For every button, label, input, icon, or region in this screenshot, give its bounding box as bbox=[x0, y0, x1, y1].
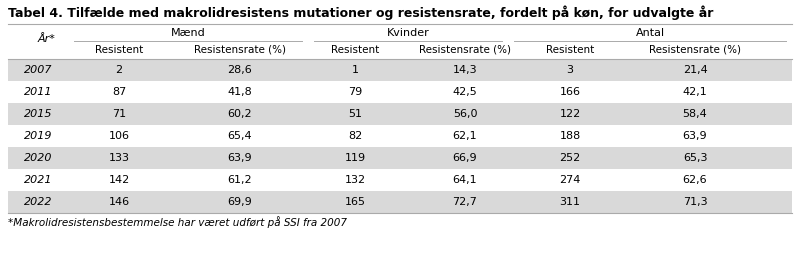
Text: 61,2: 61,2 bbox=[228, 175, 252, 185]
Text: 71: 71 bbox=[112, 109, 126, 119]
Text: 132: 132 bbox=[345, 175, 366, 185]
Text: 2: 2 bbox=[115, 65, 122, 75]
Text: 63,9: 63,9 bbox=[682, 131, 707, 141]
Text: *Makrolidresistensbestemmelse har været udført på SSI fra 2007: *Makrolidresistensbestemmelse har været … bbox=[8, 216, 347, 228]
Text: Resistent: Resistent bbox=[331, 45, 379, 55]
Text: 2022: 2022 bbox=[24, 197, 52, 207]
Text: Antal: Antal bbox=[635, 29, 665, 39]
Text: 2021: 2021 bbox=[24, 175, 52, 185]
Bar bbox=[8, 147, 792, 169]
Text: 63,9: 63,9 bbox=[228, 153, 252, 163]
Text: Tabel 4. Tilfælde med makrolidresistens mutationer og resistensrate, fordelt på : Tabel 4. Tilfælde med makrolidresistens … bbox=[8, 5, 714, 20]
Text: 82: 82 bbox=[348, 131, 362, 141]
Text: 79: 79 bbox=[348, 87, 362, 97]
Text: Resistent: Resistent bbox=[95, 45, 143, 55]
Text: 56,0: 56,0 bbox=[453, 109, 478, 119]
Text: Resistent: Resistent bbox=[546, 45, 594, 55]
Text: 142: 142 bbox=[108, 175, 130, 185]
Bar bbox=[8, 59, 792, 81]
Text: 87: 87 bbox=[112, 87, 126, 97]
Text: 42,1: 42,1 bbox=[682, 87, 707, 97]
Text: Mænd: Mænd bbox=[170, 29, 206, 39]
Bar bbox=[8, 125, 792, 147]
Text: 188: 188 bbox=[559, 131, 581, 141]
Text: 165: 165 bbox=[345, 197, 366, 207]
Text: 2019: 2019 bbox=[24, 131, 52, 141]
Text: 2015: 2015 bbox=[24, 109, 52, 119]
Text: Kvinder: Kvinder bbox=[386, 29, 430, 39]
Text: 66,9: 66,9 bbox=[453, 153, 478, 163]
Text: 41,8: 41,8 bbox=[228, 87, 252, 97]
Text: 2020: 2020 bbox=[24, 153, 52, 163]
Text: 72,7: 72,7 bbox=[453, 197, 478, 207]
Text: 1: 1 bbox=[351, 65, 358, 75]
Text: 274: 274 bbox=[559, 175, 581, 185]
Text: 21,4: 21,4 bbox=[682, 65, 707, 75]
Text: 28,6: 28,6 bbox=[228, 65, 252, 75]
Text: 122: 122 bbox=[559, 109, 581, 119]
Text: 3: 3 bbox=[566, 65, 574, 75]
Text: År*: År* bbox=[38, 35, 56, 45]
Text: Resistensrate (%): Resistensrate (%) bbox=[419, 45, 511, 55]
Text: 311: 311 bbox=[559, 197, 581, 207]
Text: 133: 133 bbox=[109, 153, 130, 163]
Text: Resistensrate (%): Resistensrate (%) bbox=[194, 45, 286, 55]
Text: 69,9: 69,9 bbox=[228, 197, 252, 207]
Text: 2007: 2007 bbox=[24, 65, 52, 75]
Text: 106: 106 bbox=[109, 131, 130, 141]
Text: 42,5: 42,5 bbox=[453, 87, 478, 97]
Text: 166: 166 bbox=[559, 87, 581, 97]
Text: 64,1: 64,1 bbox=[453, 175, 478, 185]
Text: 119: 119 bbox=[345, 153, 366, 163]
Text: 14,3: 14,3 bbox=[453, 65, 478, 75]
Text: 60,2: 60,2 bbox=[228, 109, 252, 119]
Text: Resistensrate (%): Resistensrate (%) bbox=[649, 45, 741, 55]
Text: 252: 252 bbox=[559, 153, 581, 163]
Text: 2011: 2011 bbox=[24, 87, 52, 97]
Bar bbox=[8, 103, 792, 125]
Bar bbox=[8, 191, 792, 213]
Text: 62,1: 62,1 bbox=[453, 131, 478, 141]
Text: 65,4: 65,4 bbox=[228, 131, 252, 141]
Text: 65,3: 65,3 bbox=[682, 153, 707, 163]
Text: 62,6: 62,6 bbox=[682, 175, 707, 185]
Text: 51: 51 bbox=[348, 109, 362, 119]
Text: 71,3: 71,3 bbox=[682, 197, 707, 207]
Bar bbox=[8, 169, 792, 191]
Bar bbox=[8, 81, 792, 103]
Text: 58,4: 58,4 bbox=[682, 109, 707, 119]
Text: 146: 146 bbox=[109, 197, 130, 207]
